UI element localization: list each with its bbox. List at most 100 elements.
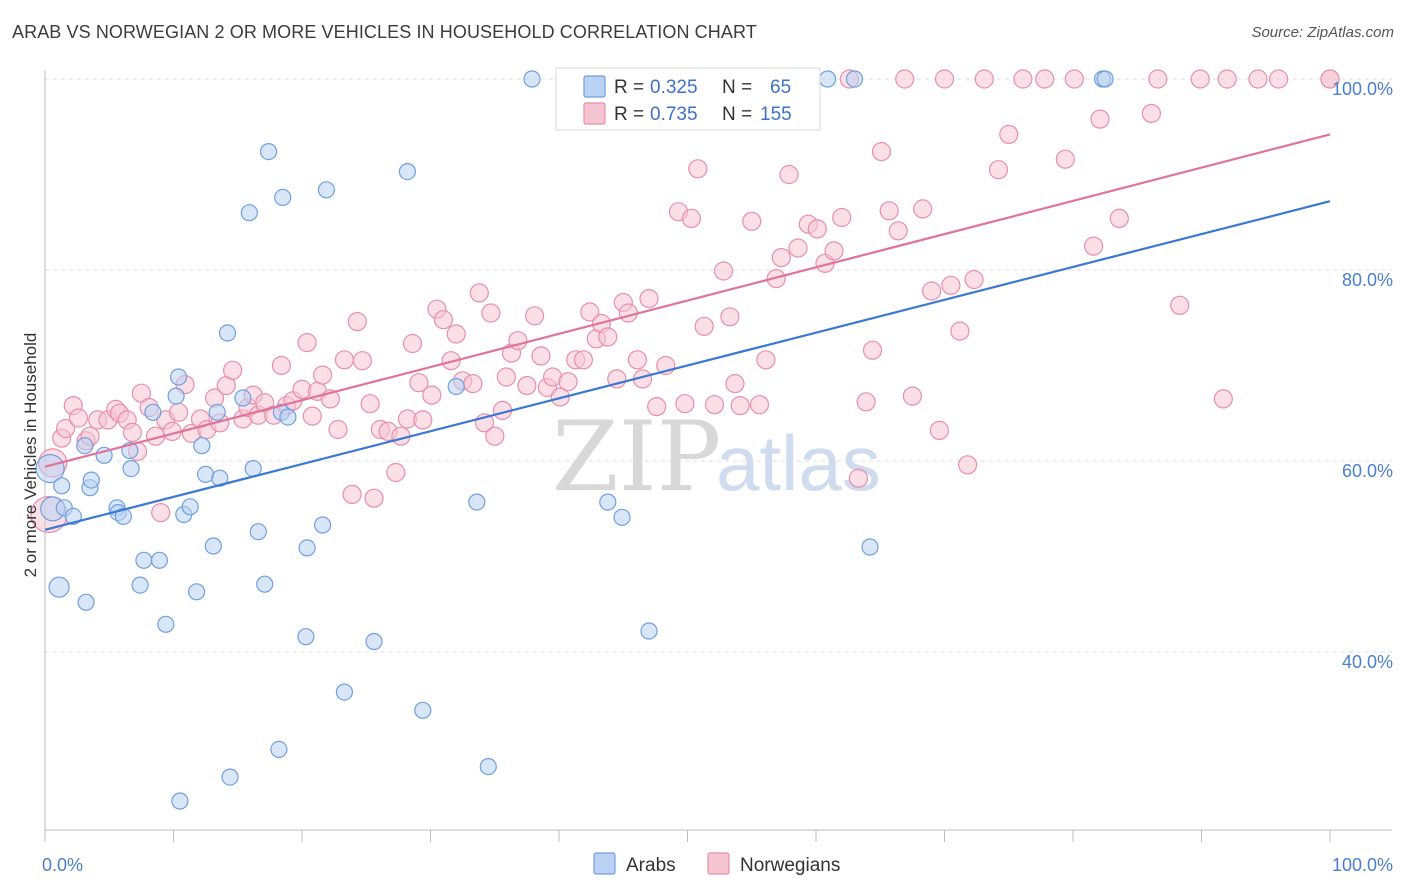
norwegians-point-100 bbox=[694, 316, 714, 336]
norwegians-point-91 bbox=[627, 350, 648, 370]
norwegians-point-3 bbox=[55, 418, 76, 439]
arabs-point-47 bbox=[317, 181, 335, 199]
arabs-point-58 bbox=[640, 622, 658, 640]
norwegians-point-116 bbox=[824, 241, 844, 261]
norwegians-point-104 bbox=[725, 374, 745, 394]
x-tick-label-1: 100.0% bbox=[1332, 855, 1393, 875]
source-credit: Source: ZipAtlas.com bbox=[1251, 24, 1394, 41]
norwegians-point-105 bbox=[730, 396, 750, 416]
norwegians-points bbox=[30, 69, 1340, 534]
norwegians-point-135 bbox=[974, 69, 994, 89]
gridlines bbox=[45, 78, 1392, 653]
norwegians-point-46 bbox=[334, 350, 354, 370]
norwegians-point-83 bbox=[573, 350, 594, 370]
arabs-point-23 bbox=[171, 792, 189, 810]
norwegians-point-69 bbox=[481, 303, 501, 323]
arabs-point-55 bbox=[523, 70, 541, 88]
arabs-n-value: 65 bbox=[770, 77, 791, 98]
arabs-point-18 bbox=[144, 403, 162, 421]
arabs-point-51 bbox=[414, 701, 432, 719]
y-tick-label-3: 100.0% bbox=[1332, 79, 1393, 99]
norwegians-point-84 bbox=[580, 302, 600, 322]
norwegians-point-127 bbox=[913, 199, 933, 219]
norwegians-point-117 bbox=[832, 207, 852, 228]
norwegians-point-139 bbox=[1035, 69, 1055, 89]
arabs-point-50 bbox=[398, 163, 416, 181]
norwegians-point-21 bbox=[169, 402, 189, 422]
arabs-r-label: R = bbox=[614, 77, 644, 98]
norwegians-point-13 bbox=[122, 422, 142, 442]
norwegians-point-129 bbox=[929, 420, 950, 440]
trend-lines bbox=[44, 133, 1331, 531]
norwegians-point-148 bbox=[1190, 69, 1210, 89]
norwegians-point-151 bbox=[1248, 69, 1268, 89]
norwegians-point-143 bbox=[1090, 109, 1110, 129]
x-tick-labels: 0.0% 100.0% bbox=[42, 855, 1393, 875]
norwegians-point-141 bbox=[1064, 69, 1084, 89]
norwegians-point-51 bbox=[364, 488, 384, 508]
series-legend: Arabs Norwegians bbox=[593, 852, 840, 876]
y-tick-label-1: 60.0% bbox=[1342, 461, 1393, 481]
watermark-atlas: atlas bbox=[716, 419, 881, 507]
norwegians-point-76 bbox=[524, 306, 545, 326]
legend-arabs-label: Arabs bbox=[626, 855, 676, 876]
norwegians-point-134 bbox=[964, 269, 984, 290]
norwegians-point-145 bbox=[1141, 103, 1162, 124]
norwegians-point-119 bbox=[848, 468, 869, 488]
arabs-point-19 bbox=[150, 551, 168, 569]
norwegians-point-102 bbox=[713, 261, 734, 281]
arabs-point-57 bbox=[613, 508, 631, 526]
norwegians-point-72 bbox=[496, 367, 516, 387]
norwegians-point-130 bbox=[934, 69, 955, 89]
arabs-point-2 bbox=[48, 576, 70, 598]
norwegians-point-132 bbox=[950, 321, 970, 341]
norwegians-point-45 bbox=[328, 419, 348, 440]
arabs-point-3 bbox=[53, 477, 71, 495]
norwegians-point-123 bbox=[879, 201, 899, 221]
arabs-point-49 bbox=[365, 632, 383, 651]
norwegians-r-label: R = bbox=[614, 104, 644, 125]
norwegians-point-60 bbox=[422, 385, 442, 405]
arabs-point-7 bbox=[77, 593, 95, 611]
arabs-point-35 bbox=[240, 204, 258, 222]
arabs-point-53 bbox=[468, 493, 486, 511]
norwegians-point-152 bbox=[1268, 69, 1289, 89]
arabs-point-56 bbox=[599, 493, 617, 511]
norwegians-point-48 bbox=[347, 312, 367, 332]
arabs-point-13 bbox=[114, 507, 133, 526]
arabs-point-61 bbox=[845, 70, 864, 88]
norwegians-point-77 bbox=[531, 346, 551, 366]
arabs-point-44 bbox=[297, 628, 315, 646]
arabs-point-46 bbox=[314, 516, 332, 534]
norwegians-point-40 bbox=[297, 333, 317, 353]
norwegians-point-50 bbox=[360, 394, 380, 414]
norwegians-point-18 bbox=[151, 502, 171, 523]
norwegians-point-41 bbox=[302, 406, 322, 426]
watermark: ZIP atlas bbox=[552, 401, 881, 513]
norwegians-point-81 bbox=[558, 372, 578, 392]
norwegians-point-150 bbox=[1217, 69, 1237, 89]
arabs-point-39 bbox=[260, 143, 278, 161]
legend-norwegians-label: Norwegians bbox=[740, 855, 840, 876]
norwegians-point-54 bbox=[386, 462, 406, 483]
arabs-point-38 bbox=[256, 575, 274, 593]
arabs-point-42 bbox=[274, 188, 292, 206]
y-axis-label: 2 or more Vehicles in Household bbox=[21, 333, 40, 578]
arabs-trend-line bbox=[44, 200, 1331, 531]
norwegians-point-154 bbox=[1320, 69, 1340, 89]
arabs-point-27 bbox=[193, 437, 211, 455]
arabs-point-9 bbox=[82, 471, 100, 489]
norwegians-point-140 bbox=[1055, 149, 1075, 169]
norwegians-point-106 bbox=[742, 211, 762, 231]
arabs-point-32 bbox=[218, 324, 237, 342]
norwegians-point-90 bbox=[618, 303, 639, 323]
norwegians-point-87 bbox=[598, 327, 618, 347]
norwegians-point-121 bbox=[862, 340, 883, 360]
arabs-point-25 bbox=[181, 498, 199, 516]
norwegians-point-103 bbox=[720, 307, 740, 327]
norwegians-point-112 bbox=[788, 238, 808, 258]
norwegians-point-138 bbox=[1013, 69, 1033, 89]
y-tick-labels: 40.0% 60.0% 80.0% 100.0% bbox=[1332, 79, 1393, 672]
arabs-point-40 bbox=[270, 740, 288, 759]
